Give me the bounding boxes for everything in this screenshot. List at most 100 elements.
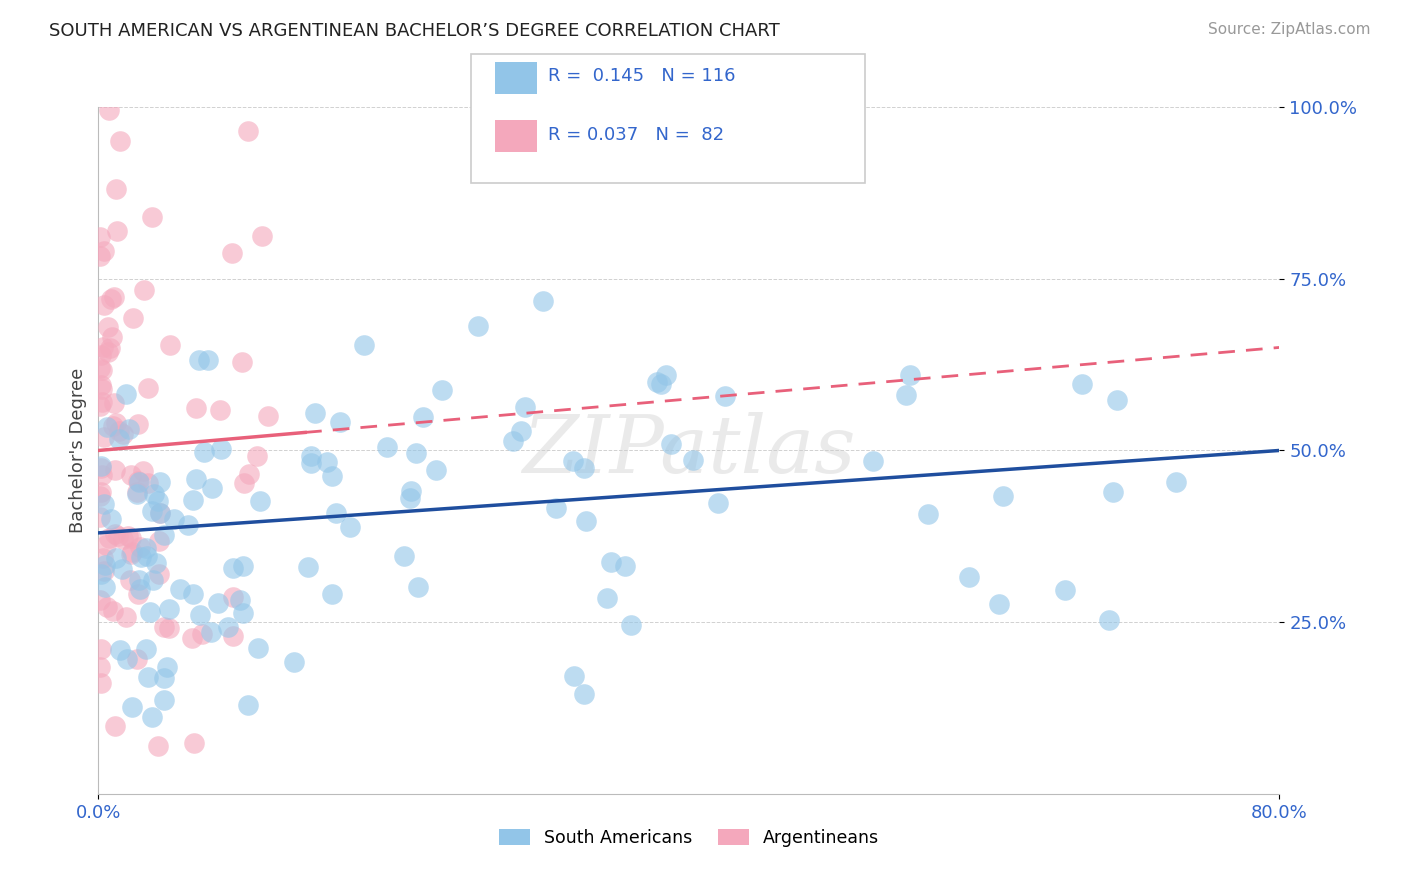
Point <box>89 361 111 376</box>
Point <box>299 449 322 463</box>
Point <box>135 541 157 555</box>
Text: ZIPatlas: ZIPatlas <box>522 412 856 489</box>
Point <box>125 487 148 501</box>
Point <box>283 656 305 670</box>
Point <box>575 515 598 529</box>
Point <box>531 294 554 309</box>
Point <box>544 500 567 515</box>
Point <box>97 345 120 359</box>
Point <box>599 555 621 569</box>
Point <box>96 600 118 615</box>
Point <box>246 641 269 656</box>
Point <box>141 504 163 518</box>
Point <box>207 596 229 610</box>
Point <box>329 416 352 430</box>
Point <box>136 476 159 491</box>
Point <box>467 318 489 333</box>
Point <box>107 529 129 543</box>
Point <box>115 652 138 666</box>
Point <box>181 492 204 507</box>
Point <box>392 549 415 563</box>
Point <box>103 290 125 304</box>
Text: R = 0.037   N =  82: R = 0.037 N = 82 <box>548 126 724 144</box>
Point <box>1054 583 1077 598</box>
Point <box>425 463 447 477</box>
Point <box>117 528 139 542</box>
Point <box>94 580 117 594</box>
Point <box>412 409 434 424</box>
Point <box>1105 392 1128 407</box>
Point <box>129 540 152 554</box>
Point <box>141 709 163 723</box>
Point <box>96 538 118 552</box>
Point <box>100 512 122 526</box>
Point <box>101 329 124 343</box>
Point <box>399 491 422 506</box>
Point <box>200 625 222 640</box>
Point <box>98 342 121 356</box>
Point <box>136 670 159 684</box>
Point <box>108 643 131 657</box>
Point <box>149 506 172 520</box>
Point <box>655 368 678 382</box>
Point <box>513 400 536 414</box>
Point <box>90 484 112 499</box>
Point <box>647 375 669 389</box>
Point <box>181 631 204 645</box>
Point <box>894 388 917 402</box>
Point <box>125 652 148 666</box>
Text: R =  0.145   N = 116: R = 0.145 N = 116 <box>548 67 735 85</box>
Point <box>127 417 149 431</box>
Legend: South Americans, Argentineans: South Americans, Argentineans <box>492 822 886 854</box>
Point <box>898 368 921 382</box>
Point <box>120 467 142 482</box>
Point <box>257 409 280 424</box>
Point <box>157 602 180 616</box>
Point <box>304 406 326 420</box>
Point <box>193 445 215 459</box>
Point <box>620 618 643 632</box>
Point <box>93 564 115 578</box>
Point <box>222 590 245 604</box>
Point <box>613 558 636 573</box>
Point <box>238 467 260 481</box>
Point <box>121 545 143 559</box>
Point <box>135 642 157 657</box>
Point <box>115 386 138 401</box>
Point <box>105 224 128 238</box>
Point <box>316 455 339 469</box>
Point <box>104 719 127 733</box>
Point <box>136 381 159 395</box>
Point <box>94 558 117 573</box>
Point <box>90 566 112 581</box>
Point <box>142 573 165 587</box>
Point <box>157 621 180 635</box>
Point <box>706 496 728 510</box>
Point <box>232 559 254 574</box>
Point <box>1164 475 1187 489</box>
Point <box>132 283 155 297</box>
Point <box>321 469 343 483</box>
Point <box>186 401 208 415</box>
Point <box>222 629 245 643</box>
Point <box>89 399 111 413</box>
Point <box>91 468 114 483</box>
Point <box>128 475 150 489</box>
Point <box>572 460 595 475</box>
Point <box>153 671 176 685</box>
Point <box>659 437 682 451</box>
Point <box>682 452 704 467</box>
Point <box>181 587 204 601</box>
Point <box>197 352 219 367</box>
Point <box>201 482 224 496</box>
Point <box>120 547 142 561</box>
Point <box>1102 485 1125 500</box>
Point <box>103 395 125 409</box>
Point <box>89 593 111 607</box>
Point <box>321 587 343 601</box>
Point <box>121 531 143 545</box>
Point <box>105 182 128 196</box>
Point <box>148 494 170 508</box>
Point <box>208 403 231 417</box>
Point <box>149 475 172 489</box>
